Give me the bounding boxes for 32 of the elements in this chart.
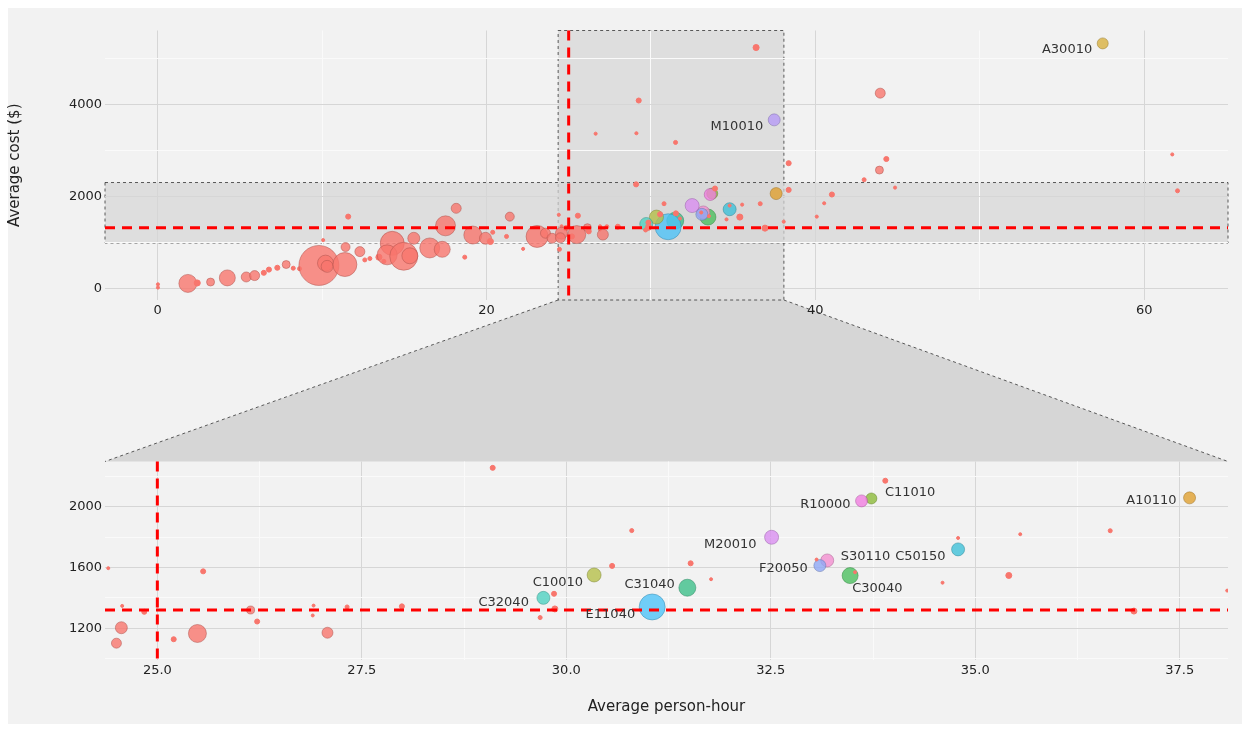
y-tick-label: 1600 xyxy=(68,558,102,574)
series-label: M20010 xyxy=(704,535,757,551)
series-label: C30040 xyxy=(852,579,903,595)
x-tick-label: 30.0 xyxy=(551,662,581,678)
x-tick-label: 32.5 xyxy=(756,662,786,678)
y-tick-label: 0 xyxy=(93,279,102,295)
x-tick-label: 60 xyxy=(1135,302,1153,318)
series-label: F20050 xyxy=(759,559,808,575)
x-tick-label: 37.5 xyxy=(1165,662,1195,678)
series-label: C32040 xyxy=(478,594,529,610)
series-label: A10110 xyxy=(1126,492,1177,508)
x-tick-label: 0 xyxy=(153,302,162,318)
series-label: A30010 xyxy=(1041,40,1093,56)
x-tick-label: 20 xyxy=(478,302,495,318)
x-tick-label: 35.0 xyxy=(960,662,990,678)
y-tick-label: 4000 xyxy=(68,95,102,111)
y-tick-label: 2000 xyxy=(68,187,102,203)
series-label: M10010 xyxy=(710,118,764,134)
series-label: S30110 xyxy=(840,547,891,563)
y-tick-label: 1200 xyxy=(68,619,102,635)
series-label: E11040 xyxy=(585,606,636,622)
series-label: C31040 xyxy=(624,576,675,592)
y-tick-label: 2000 xyxy=(68,498,102,514)
series-label: C50150 xyxy=(895,547,946,563)
series-label: C11010 xyxy=(884,483,936,499)
x-tick-label: 27.5 xyxy=(347,662,377,678)
series-label: C10010 xyxy=(532,574,584,590)
x-axis-title: Average person-hour xyxy=(587,696,747,715)
x-tick-label: 40 xyxy=(807,302,824,318)
y-axis-title: Average cost ($) xyxy=(4,103,23,228)
series-label: R10000 xyxy=(800,496,851,512)
x-tick-label: 25.0 xyxy=(142,662,172,678)
